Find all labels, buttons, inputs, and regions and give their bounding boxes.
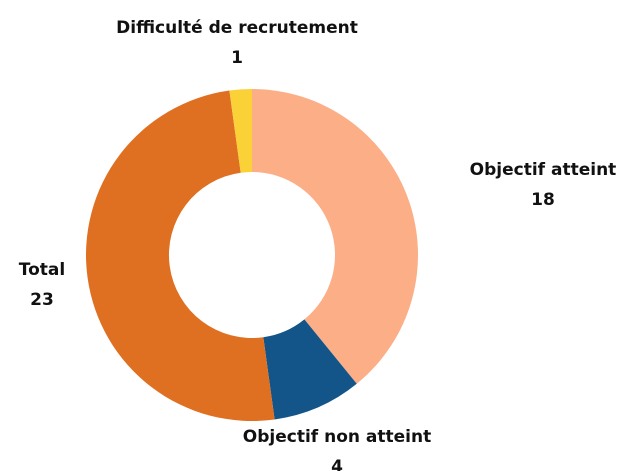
- donut-slice: [252, 89, 418, 384]
- slice-value: 1: [231, 48, 243, 68]
- donut-slice: [229, 89, 252, 173]
- slice-label: Objectif non atteint: [243, 427, 431, 447]
- donut-slice: [85, 90, 275, 421]
- slice-value: 18: [531, 190, 555, 210]
- slice-label: Total: [19, 260, 65, 280]
- slice-label: Objectif atteint: [470, 160, 617, 180]
- slice-value: 4: [331, 457, 343, 471]
- slice-label: Difficulté de recrutement: [116, 18, 358, 38]
- slice-value: 23: [30, 290, 54, 310]
- donut-slice: [263, 319, 357, 420]
